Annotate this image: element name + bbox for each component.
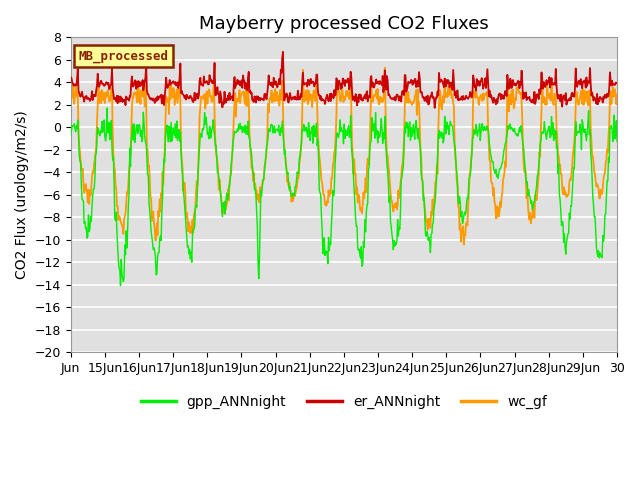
gpp_ANNnight [280, 151, 288, 157]
er_ANNnight [232, 85, 239, 91]
gpp_ANNnight [233, 129, 241, 135]
gpp_ANNnight [402, 130, 410, 136]
gpp_ANNnight [67, 133, 74, 139]
er_ANNnight [67, 74, 74, 80]
er_ANNnight [280, 77, 287, 83]
er_ANNnight [131, 78, 139, 84]
gpp_ANNnight [132, 124, 140, 130]
Line: er_ANNnight: er_ANNnight [70, 52, 617, 108]
er_ANNnight [401, 72, 408, 78]
gpp_ANNnight [103, 105, 111, 111]
Line: gpp_ANNnight: gpp_ANNnight [70, 108, 617, 286]
er_ANNnight [279, 49, 287, 55]
wc_gf [401, 106, 408, 112]
gpp_ANNnight [432, 182, 440, 188]
wc_gf [232, 90, 239, 96]
wc_gf [259, 180, 266, 186]
wc_gf [279, 105, 287, 111]
wc_gf [67, 101, 74, 107]
gpp_ANNnight [116, 283, 124, 288]
wc_gf [131, 90, 139, 96]
wc_gf [613, 92, 621, 98]
Title: Mayberry processed CO2 Fluxes: Mayberry processed CO2 Fluxes [199, 15, 489, 33]
er_ANNnight [431, 105, 438, 111]
wc_gf [381, 65, 388, 71]
wc_gf [460, 242, 468, 248]
Legend: gpp_ANNnight, er_ANNnight, wc_gf: gpp_ANNnight, er_ANNnight, wc_gf [135, 389, 552, 415]
gpp_ANNnight [613, 139, 621, 144]
wc_gf [431, 180, 439, 185]
gpp_ANNnight [260, 176, 268, 181]
er_ANNnight [432, 95, 440, 100]
Y-axis label: CO2 Flux (urology/m2/s): CO2 Flux (urology/m2/s) [15, 110, 29, 279]
er_ANNnight [259, 96, 266, 102]
Line: wc_gf: wc_gf [70, 68, 617, 245]
er_ANNnight [613, 81, 621, 86]
Text: MB_processed: MB_processed [79, 49, 169, 63]
